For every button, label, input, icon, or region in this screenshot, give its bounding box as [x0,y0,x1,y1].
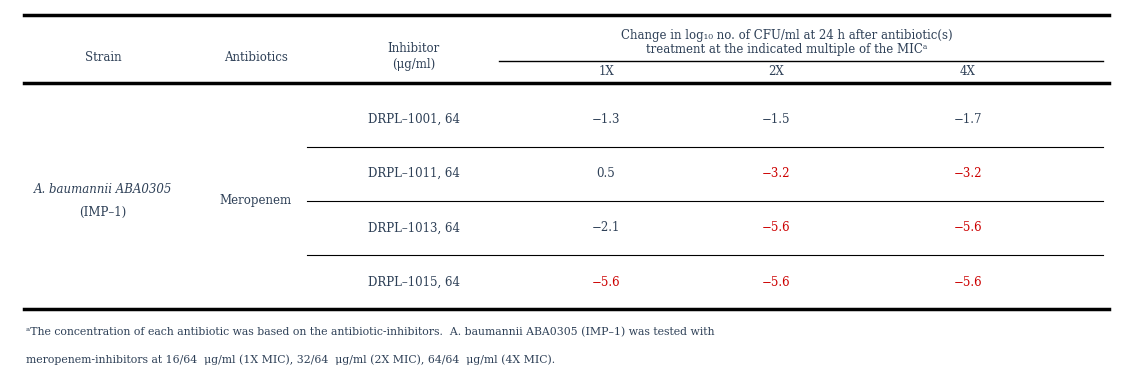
Text: DRPL–1013, 64: DRPL–1013, 64 [368,222,460,234]
Text: A. baumannii ABA0305: A. baumannii ABA0305 [34,183,172,196]
Text: −5.6: −5.6 [953,276,982,289]
Text: 2X: 2X [768,65,783,78]
Text: treatment at the indicated multiple of the MICᵃ: treatment at the indicated multiple of t… [646,43,928,56]
Text: ᵃThe concentration of each antibiotic was based on the antibiotic-inhibitors.  A: ᵃThe concentration of each antibiotic wa… [26,327,715,338]
Text: 4X: 4X [960,65,976,78]
Text: −5.6: −5.6 [953,222,982,234]
Text: −3.2: −3.2 [954,167,982,180]
Text: Meropenem: Meropenem [220,194,292,207]
Text: −1.3: −1.3 [591,113,620,126]
Text: −5.6: −5.6 [761,276,790,289]
Text: −1.7: −1.7 [954,113,982,126]
Text: DRPL–1015, 64: DRPL–1015, 64 [368,276,460,289]
Text: 1X: 1X [598,65,614,78]
Text: −2.1: −2.1 [591,222,620,234]
Text: −5.6: −5.6 [591,276,621,289]
Text: −5.6: −5.6 [761,222,790,234]
Text: Inhibitor: Inhibitor [387,42,440,55]
Text: −1.5: −1.5 [761,113,790,126]
Text: Change in log₁₀ no. of CFU/ml at 24 h after antibiotic(s): Change in log₁₀ no. of CFU/ml at 24 h af… [621,29,953,42]
Text: meropenem-inhibitors at 16/64  μg/ml (1X MIC), 32/64  μg/ml (2X MIC), 64/64  μg/: meropenem-inhibitors at 16/64 μg/ml (1X … [26,354,555,365]
Text: (IMP–1): (IMP–1) [79,206,127,219]
Text: (μg/ml): (μg/ml) [392,58,435,71]
Text: Antibiotics: Antibiotics [223,51,288,64]
Text: DRPL–1011, 64: DRPL–1011, 64 [368,167,460,180]
Text: DRPL–1001, 64: DRPL–1001, 64 [368,113,460,126]
Text: Strain: Strain [85,51,121,64]
Text: 0.5: 0.5 [597,167,615,180]
Text: −3.2: −3.2 [761,167,790,180]
